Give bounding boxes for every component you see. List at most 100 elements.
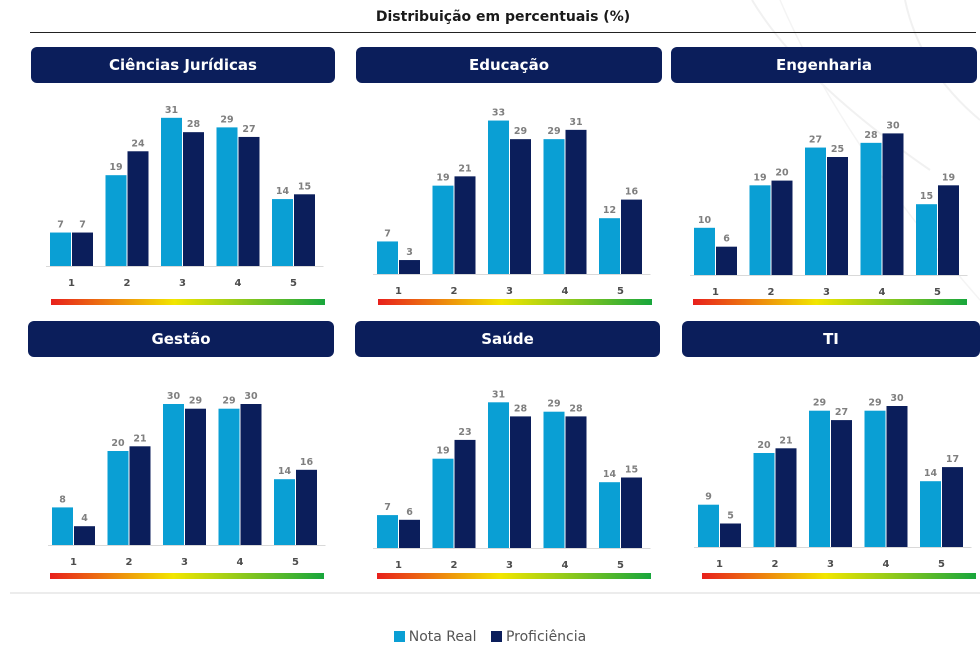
x-tick-label: 2 (768, 287, 775, 298)
bar-proficiencia (771, 180, 793, 275)
bar-nota-real (218, 408, 240, 545)
color-scale-bar (51, 299, 325, 305)
data-label: 27 (809, 135, 822, 146)
bar-proficiencia (454, 439, 476, 548)
bar-nota-real (50, 232, 71, 266)
x-tick-label: 5 (934, 287, 941, 298)
data-label: 33 (492, 108, 505, 119)
bar-nota-real (753, 453, 775, 547)
x-tick-label: 4 (562, 286, 569, 297)
x-tick-label: 5 (290, 278, 297, 289)
bar-proficiencia (831, 420, 852, 547)
data-label: 28 (864, 130, 878, 141)
x-tick-label: 1 (712, 287, 719, 298)
data-label: 10 (698, 215, 712, 226)
bar-proficiencia (294, 194, 315, 266)
data-label: 19 (109, 162, 122, 173)
bar-nota-real (809, 410, 830, 547)
bar-proficiencia (238, 136, 260, 266)
bar-nota-real (161, 117, 182, 266)
data-label: 9 (705, 492, 712, 503)
x-tick-label: 3 (827, 559, 834, 570)
panel-title: Saúde (355, 321, 660, 357)
x-tick-label: 2 (772, 559, 779, 570)
bar-nota-real (272, 199, 293, 266)
bar-proficiencia (827, 157, 848, 275)
data-label: 29 (868, 398, 881, 409)
x-tick-label: 5 (617, 560, 624, 571)
panel-saude: Saúde 7 6 1 19 23 2 31 28 3 29 28 4 14 15 5 (355, 321, 660, 586)
bar-nota-real (698, 504, 719, 547)
data-label: 31 (165, 105, 178, 116)
data-label: 17 (946, 454, 959, 465)
data-label: 14 (924, 468, 938, 479)
bar-nota-real (916, 204, 937, 275)
bar-proficiencia (886, 406, 908, 547)
bar-proficiencia (720, 523, 741, 547)
x-tick-label: 5 (617, 286, 624, 297)
bar-proficiencia (942, 467, 963, 547)
x-tick-label: 3 (506, 286, 513, 297)
data-label: 31 (569, 117, 582, 128)
bar-nota-real (274, 479, 295, 545)
data-label: 27 (835, 407, 848, 418)
x-tick-label: 1 (395, 560, 402, 571)
bar-nota-real (599, 482, 620, 548)
data-label: 3 (406, 247, 413, 258)
legend: Nota Real Proficiência (0, 629, 980, 645)
panel-title: Educação (356, 47, 662, 83)
x-tick-label: 1 (68, 278, 75, 289)
data-label: 16 (625, 187, 639, 198)
data-label: 29 (547, 399, 560, 410)
data-label: 7 (57, 220, 64, 231)
panel-gestao: Gestão 8 4 1 20 21 2 30 29 3 29 30 4 14 16 5 (28, 321, 334, 586)
bar-proficiencia (621, 477, 642, 548)
legend-item-nota-real: Nota Real (393, 629, 477, 645)
bar-proficiencia (775, 448, 797, 547)
panel-engenharia: Engenharia 10 6 1 19 20 2 27 25 3 28 30 4 15 19 5 (671, 47, 977, 312)
panel-ciencias-juridicas: Ciências Jurídicas 7 7 1 19 24 2 31 28 3 29 27 4 14 1… (31, 47, 335, 312)
bar-chart: 10 6 1 19 20 2 27 25 3 28 30 4 15 19 5 (690, 120, 968, 305)
bar-proficiencia (399, 260, 420, 274)
data-label: 7 (384, 502, 391, 513)
data-label: 7 (384, 228, 391, 239)
x-tick-label: 1 (395, 286, 402, 297)
panel-title: Gestão (28, 321, 334, 357)
data-label: 15 (298, 181, 311, 192)
data-label: 5 (727, 511, 734, 522)
data-label: 30 (890, 393, 904, 404)
data-label: 20 (111, 438, 125, 449)
bar-nota-real (216, 127, 238, 266)
data-label: 19 (436, 173, 449, 184)
bar-nota-real (377, 515, 398, 548)
x-tick-label: 4 (235, 278, 242, 289)
bar-proficiencia (565, 416, 587, 548)
panel-title: TI (682, 321, 980, 357)
data-label: 7 (79, 220, 86, 231)
color-scale-bar (377, 573, 651, 579)
data-label: 29 (547, 126, 560, 137)
x-tick-label: 4 (237, 557, 244, 568)
legend-swatch (490, 631, 502, 642)
bottom-divider (10, 592, 980, 594)
bar-nota-real (864, 410, 886, 547)
bar-proficiencia (72, 232, 93, 266)
data-label: 20 (757, 440, 771, 451)
data-label: 29 (222, 396, 235, 407)
bar-proficiencia (183, 132, 204, 266)
bar-nota-real (543, 411, 565, 548)
main-title: Distribuição em percentuais (%) (375, 9, 631, 25)
data-label: 8 (59, 494, 66, 505)
data-label: 29 (220, 114, 233, 125)
x-tick-label: 3 (506, 560, 513, 571)
data-label: 4 (81, 513, 88, 524)
bar-nota-real (860, 142, 882, 275)
bar-proficiencia (716, 246, 737, 275)
bar-proficiencia (296, 469, 317, 545)
data-label: 29 (514, 126, 527, 137)
bar-nota-real (488, 120, 509, 274)
x-tick-label: 2 (451, 286, 458, 297)
bar-proficiencia (240, 404, 262, 545)
data-label: 20 (775, 168, 789, 179)
